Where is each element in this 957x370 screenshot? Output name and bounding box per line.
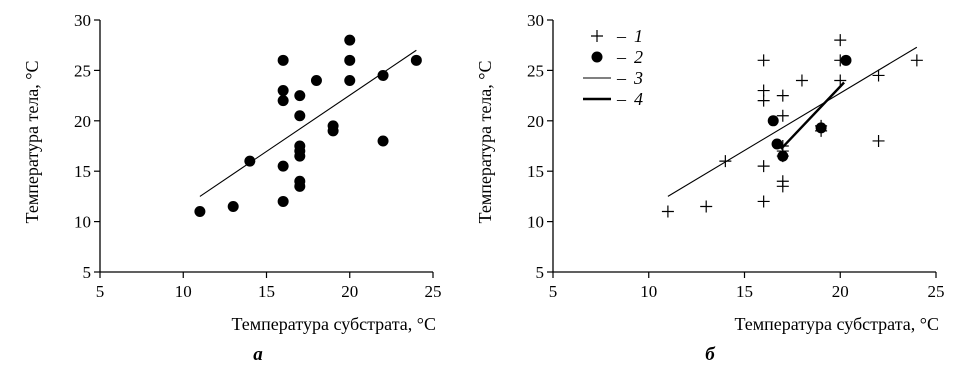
x-tick-label: 5 — [96, 282, 105, 301]
data-point-dot — [344, 34, 356, 46]
y-axis-label: Температура тела, °C — [475, 61, 495, 224]
data-point-dot — [294, 180, 306, 192]
x-tick-label: 25 — [425, 282, 442, 301]
regression-line-thick — [780, 81, 845, 150]
y-tick-label: 5 — [536, 263, 545, 282]
legend-marker-dot — [591, 51, 603, 63]
data-point-plus — [757, 195, 770, 208]
x-tick-label: 25 — [928, 282, 945, 301]
x-axis-label: Температура субстрата, °C — [734, 314, 939, 334]
y-tick-label: 10 — [74, 213, 91, 232]
x-tick-label: 20 — [341, 282, 358, 301]
y-axis-label: Температура тела, °C — [22, 61, 42, 224]
panel-letter: б — [705, 344, 716, 365]
legend-label: 1 — [634, 26, 643, 46]
x-tick-label: 20 — [832, 282, 849, 301]
data-point-plus — [872, 69, 885, 82]
data-point-dot — [244, 155, 256, 167]
x-tick-label: 10 — [175, 282, 192, 301]
data-point-plus — [700, 200, 713, 213]
data-point-dot — [277, 95, 289, 107]
data-point-plus — [834, 74, 847, 87]
regression-line — [667, 46, 918, 197]
y-tick-label: 30 — [74, 11, 91, 30]
data-point-dot — [377, 135, 389, 147]
y-tick-label: 10 — [527, 213, 544, 232]
legend-dash: – — [616, 68, 627, 88]
data-point-plus — [757, 84, 770, 97]
data-point-plus — [776, 109, 789, 122]
data-point-dot — [344, 54, 356, 66]
data-point-plus — [757, 54, 770, 67]
x-tick-label: 15 — [736, 282, 753, 301]
x-axis-label: Температура субстрата, °C — [231, 314, 436, 334]
data-point-plus — [661, 205, 674, 218]
y-tick-label: 25 — [527, 61, 544, 80]
data-point-dot — [294, 110, 306, 122]
data-point-plus — [910, 54, 923, 67]
legend-dash: – — [616, 89, 627, 109]
data-point-dot — [767, 115, 779, 127]
data-point-dot — [840, 54, 852, 66]
y-tick-label: 30 — [527, 11, 544, 30]
x-tick-label: 15 — [258, 282, 275, 301]
data-point-dot — [771, 138, 783, 150]
data-point-dot — [227, 200, 239, 212]
data-point-plus — [834, 34, 847, 47]
y-tick-label: 20 — [527, 112, 544, 131]
data-point-plus — [776, 89, 789, 102]
data-point-dot — [310, 74, 322, 86]
chart-panel-b: 5 10 15 20 25 5 10 15 20 25 30 Температура субстрат… — [475, 11, 945, 365]
legend-marker-plus — [591, 30, 603, 42]
legend-label: 4 — [634, 89, 643, 109]
data-point-dot — [377, 69, 389, 81]
data-point-dot — [410, 54, 422, 66]
data-point-dot — [277, 54, 289, 66]
panel-letter: a — [253, 344, 263, 365]
legend-label: 2 — [634, 47, 643, 67]
data-point-dot — [194, 206, 206, 218]
y-tick-label: 5 — [83, 263, 92, 282]
data-point-dot — [777, 150, 789, 162]
data-point-plus — [776, 180, 789, 193]
data-point-dot — [327, 125, 339, 137]
legend-dash: – — [616, 47, 627, 67]
data-point-dot — [277, 160, 289, 172]
y-tick-label: 20 — [74, 112, 91, 131]
data-point-plus — [872, 134, 885, 147]
y-tick-label: 15 — [74, 162, 91, 181]
data-point-plus — [719, 155, 732, 168]
x-tick-label: 5 — [549, 282, 558, 301]
data-point-dot — [294, 150, 306, 162]
y-tick-label: 25 — [74, 61, 91, 80]
data-point-dot — [815, 122, 827, 134]
data-point-plus — [795, 74, 808, 87]
data-point-dot — [277, 85, 289, 97]
y-tick-label: 15 — [527, 162, 544, 181]
data-point-plus — [757, 94, 770, 107]
legend-dash: – — [616, 26, 627, 46]
data-point-dot — [294, 90, 306, 102]
chart-panel-a: 5 10 15 20 25 5 10 15 20 25 30 Температура субстрат… — [22, 11, 442, 365]
data-point-plus — [757, 160, 770, 173]
legend-label: 3 — [633, 68, 643, 88]
data-point-dot — [344, 74, 356, 86]
data-point-dot — [277, 195, 289, 207]
x-tick-label: 10 — [640, 282, 657, 301]
